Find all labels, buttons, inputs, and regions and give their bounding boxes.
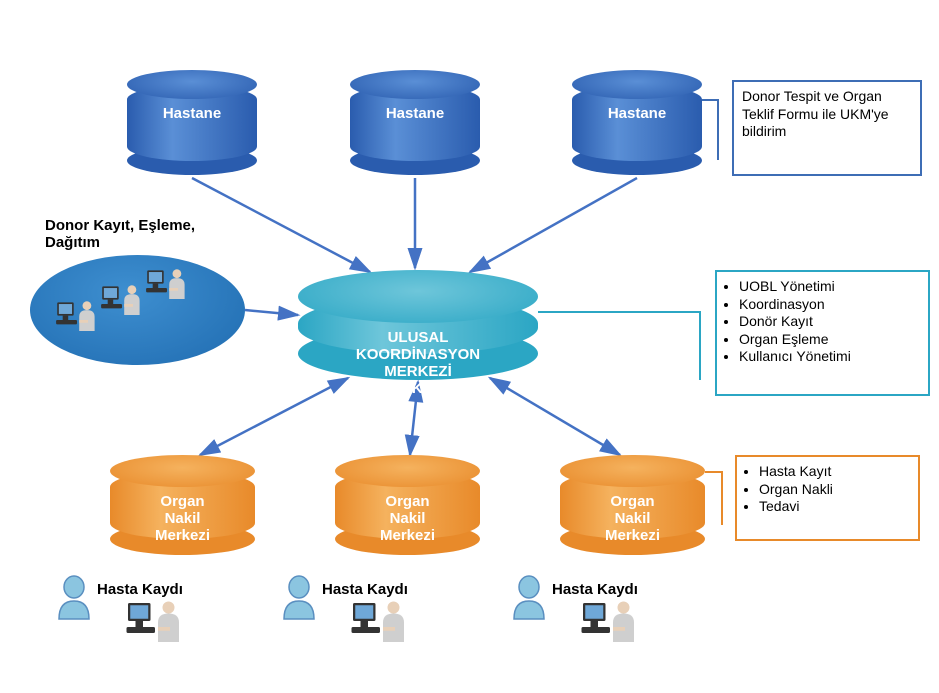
callout-line-0: [702, 100, 718, 160]
annot3-item-1: Organ Nakli: [759, 481, 910, 499]
organ-cylinder-0-top: [110, 455, 255, 487]
user-icon-2: [510, 575, 548, 621]
ukm-cylinder-top: [298, 270, 538, 323]
annot2-item-2: Donör Kayıt: [739, 313, 920, 331]
ellipse-worker-2: [145, 266, 189, 305]
annot2-item-4: Kullanıcı Yönetimi: [739, 348, 920, 366]
ukm-cylinder-label: ULUSALKOORDİNASYONMERKEZİ(UKM): [298, 329, 538, 397]
annotation-box-3: Hasta KayıtOrgan NakliTedavi: [735, 455, 920, 541]
ukm-line2: KOORDİNASYON: [356, 346, 480, 363]
organ-2-l2: Nakil: [615, 510, 651, 527]
organ-cylinder-1-label: OrganNakilMerkezi: [335, 493, 480, 544]
arrow-3: [245, 310, 298, 315]
patient-reg-label-1: Hasta Kaydı: [322, 581, 408, 598]
hospital-cylinder-0-top: [127, 70, 257, 99]
hospital-0-text: Hastane: [163, 105, 221, 122]
ukm-line4: (UKM): [396, 380, 440, 397]
organ-2-l3: Merkezi: [605, 527, 660, 544]
user-icon-1: [280, 575, 318, 621]
hospital-cylinder-1-top: [350, 70, 480, 99]
annotation-box-1: Donor Tespit ve Organ Teklif Formu ile U…: [732, 80, 922, 176]
annot3-item-0: Hasta Kayıt: [759, 463, 910, 481]
hospital-cylinder-2-top: [572, 70, 702, 99]
annot2-item-0: UOBL Yönetimi: [739, 278, 920, 296]
annot2-item-3: Organ Eşleme: [739, 331, 920, 349]
organ-1-l2: Nakil: [390, 510, 426, 527]
organ-cylinder-2-label: OrganNakilMerkezi: [560, 493, 705, 544]
organ-2-l1: Organ: [610, 493, 654, 510]
annotation-box-2: UOBL YönetimiKoordinasyonDonör KayıtOrga…: [715, 270, 930, 396]
hospital-cylinder-1-label: Hastane: [350, 105, 480, 122]
annot2-item-1: Koordinasyon: [739, 296, 920, 314]
organ-0-l3: Merkezi: [155, 527, 210, 544]
organ-0-l2: Nakil: [165, 510, 201, 527]
callout-line-1: [538, 312, 700, 380]
patient-reg-label-0: Hasta Kaydı: [97, 581, 183, 598]
callout-line-2: [705, 472, 722, 525]
ukm-line1: ULUSAL: [388, 329, 449, 346]
hospital-cylinder-2-label: Hastane: [572, 105, 702, 122]
annot3-item-2: Tedavi: [759, 498, 910, 516]
worker-pc-icon-0: [125, 597, 185, 650]
organ-cylinder-0-label: OrganNakilMerkezi: [110, 493, 255, 544]
arrow-2: [470, 178, 637, 272]
worker-pc-icon-1: [350, 597, 410, 650]
annot1-text: Donor Tespit ve Organ Teklif Formu ile U…: [742, 88, 889, 139]
worker-pc-icon-2: [580, 597, 640, 650]
user-icon-0: [55, 575, 93, 621]
ellipse-worker-1: [100, 282, 144, 321]
ukm-line3: MERKEZİ: [384, 363, 452, 380]
ellipse-title: Donor Kayıt, Eşleme, Dağıtım: [45, 217, 250, 251]
ellipse-worker-0: [55, 298, 99, 337]
organ-1-l3: Merkezi: [380, 527, 435, 544]
organ-1-l1: Organ: [385, 493, 429, 510]
hospital-cylinder-0-label: Hastane: [127, 105, 257, 122]
organ-cylinder-1-top: [335, 455, 480, 487]
organ-cylinder-2-top: [560, 455, 705, 487]
hospital-1-text: Hastane: [386, 105, 444, 122]
organ-0-l1: Organ: [160, 493, 204, 510]
patient-reg-label-2: Hasta Kaydı: [552, 581, 638, 598]
hospital-2-text: Hastane: [608, 105, 666, 122]
